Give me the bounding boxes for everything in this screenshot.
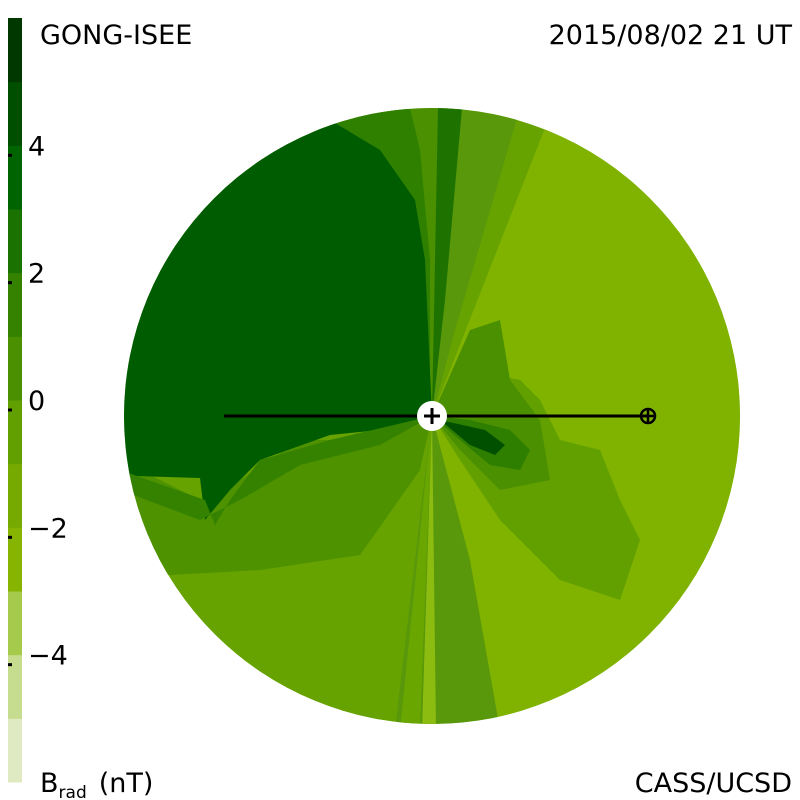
region — [400, 416, 432, 724]
colorbar-band — [8, 527, 22, 592]
subscript: rad — [59, 783, 87, 800]
colorbar-tick-label: 0 — [28, 386, 45, 417]
colorbar-band — [8, 145, 22, 210]
disk — [124, 108, 740, 724]
region — [124, 416, 432, 575]
colorbar-band — [8, 654, 22, 719]
colorbar-band — [8, 336, 22, 401]
colorbar-tick-label: 4 — [28, 131, 45, 162]
colorbar-tick-label: −4 — [28, 641, 68, 672]
colorbar-band — [8, 718, 22, 783]
source-label: GONG-ISEE — [40, 20, 192, 51]
colorbar-band — [8, 18, 22, 83]
colorbar: 4 2 0 −2 −4 — [8, 18, 68, 783]
timestamp: 2015/08/02 21 UT — [549, 20, 793, 51]
colorbar-label: Brad (nT) — [40, 768, 153, 800]
sun-marker — [424, 408, 440, 424]
symbol: B — [40, 768, 59, 799]
region — [422, 416, 436, 724]
region — [432, 108, 462, 416]
unit: (nT) — [99, 768, 154, 799]
credit: CASS/UCSD — [635, 768, 792, 799]
colorbar-tick-label: −2 — [28, 513, 68, 544]
region — [440, 420, 505, 455]
colorbar-band — [8, 400, 22, 465]
colorbar-band — [8, 272, 22, 337]
region — [124, 416, 432, 525]
colorbar-band — [8, 81, 22, 146]
colorbar-band — [8, 209, 22, 274]
earth-cross — [641, 409, 655, 423]
colorbar-tick-label: 2 — [28, 259, 45, 290]
colorbar-band — [8, 463, 22, 528]
colorbar-band — [8, 591, 22, 656]
